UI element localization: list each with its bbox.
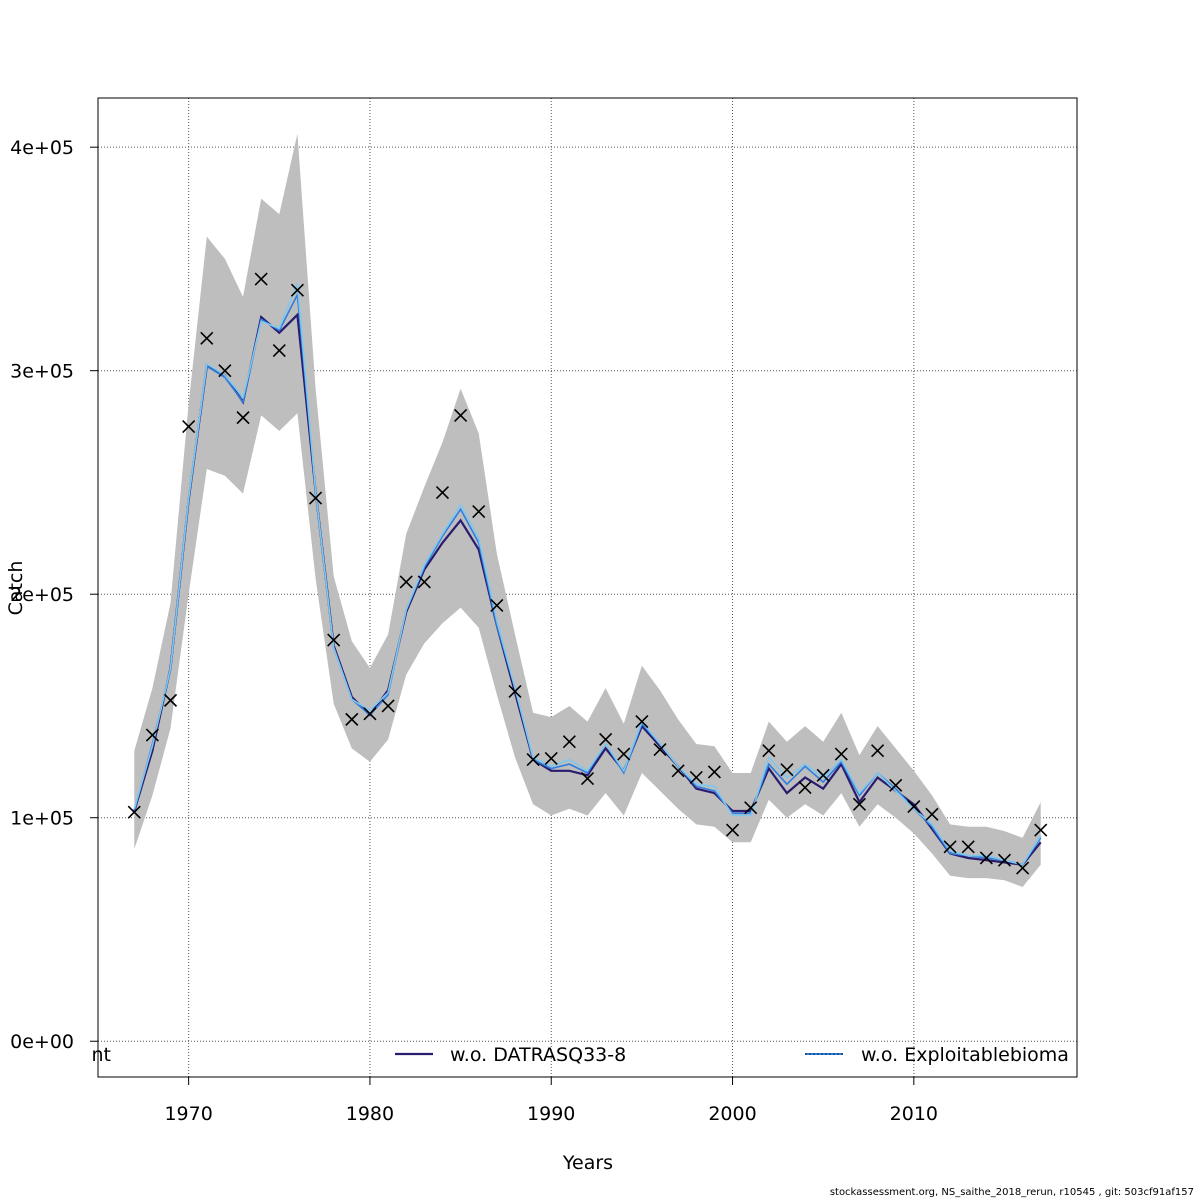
legend-label: w.o. Exploitablebioma: [861, 1044, 1069, 1066]
observed-point: [544, 751, 558, 766]
series-line: [133, 291, 1042, 866]
x-axis-label: Years: [562, 1152, 613, 1174]
observed-point: [689, 770, 703, 785]
axes: 1970 1980 1990 2000 2010 0e+00 1e+05 2e+05 3e+05…: [10, 137, 938, 1125]
observed-point: [508, 684, 522, 699]
observed-point: [961, 840, 975, 854]
observed-point: [617, 747, 631, 761]
observed-point: [943, 840, 957, 854]
observed-point: [780, 763, 794, 777]
observed-point: [145, 728, 159, 742]
y-tick-label: 2e+05: [10, 584, 74, 606]
observed-point: [1034, 823, 1048, 837]
observed-point: [454, 408, 468, 422]
y-tick-label: 4e+05: [10, 137, 74, 159]
y-tick-label: 1e+05: [10, 808, 74, 830]
observed-point: [272, 344, 286, 358]
observed-point: [526, 753, 540, 767]
observed-point: [254, 272, 268, 286]
x-tick-label: 1980: [346, 1103, 394, 1125]
observed-point: [163, 693, 178, 707]
observed-point: [834, 747, 848, 761]
observed-point: [744, 801, 758, 815]
footer-credit: stockassessment.org, NS_saithe_2018_reru…: [829, 1187, 1194, 1198]
observed-point: [979, 851, 993, 865]
observed-point: [816, 768, 830, 782]
observed-point: [889, 778, 903, 792]
observed-point: [653, 742, 667, 757]
x-tick-label: 2010: [890, 1103, 938, 1125]
y-tick-label: 0e+00: [10, 1031, 74, 1053]
observed-point: [327, 633, 341, 647]
y-tick-label: 3e+05: [10, 361, 74, 383]
legend: nt w.o. DATRASQ33-8 w.o. Exploitablebioma: [92, 1044, 1069, 1066]
observed-point: [218, 364, 232, 378]
observed-point: [580, 772, 595, 786]
observed-point: [345, 712, 359, 726]
observed-point: [997, 853, 1012, 867]
observed-point: [236, 411, 250, 425]
observed-point: [925, 807, 939, 821]
observed-point: [907, 799, 921, 814]
observed-point: [381, 699, 395, 713]
observed-point: [399, 575, 413, 589]
observed-point: [435, 485, 450, 500]
plot-frame: [97, 97, 1078, 1078]
observed-point: [562, 735, 576, 749]
series-line: [133, 283, 1042, 866]
x-tick-label: 1990: [527, 1103, 575, 1125]
observed-point: [1016, 861, 1030, 875]
observed-point: [852, 797, 867, 811]
legend-label: nt: [92, 1044, 112, 1066]
observed-point: [290, 283, 304, 297]
observed-point: [671, 764, 685, 778]
series-line: [133, 312, 1042, 866]
observed-points: [127, 272, 1048, 875]
observed-point: [725, 823, 740, 837]
observed-point: [417, 575, 431, 589]
observed-point: [308, 491, 323, 505]
observed-point: [707, 765, 721, 779]
observed-point: [635, 715, 649, 729]
observed-point: [490, 598, 504, 612]
observed-point: [200, 331, 214, 345]
series-lines: [133, 283, 1042, 866]
observed-point: [472, 504, 486, 519]
observed-point: [363, 707, 377, 721]
observed-point: [127, 805, 141, 819]
x-tick-label: 2000: [708, 1103, 756, 1125]
observed-point: [762, 744, 776, 758]
x-tick-label: 1970: [164, 1103, 212, 1125]
legend-label: w.o. DATRASQ33-8: [450, 1044, 626, 1066]
observed-point: [182, 420, 196, 434]
observed-point: [599, 732, 613, 747]
grid: [98, 98, 1077, 1077]
observed-point: [798, 780, 812, 795]
confidence-band: [134, 133, 1041, 888]
observed-point: [871, 744, 885, 758]
y-axis-label: Catch: [5, 561, 27, 616]
